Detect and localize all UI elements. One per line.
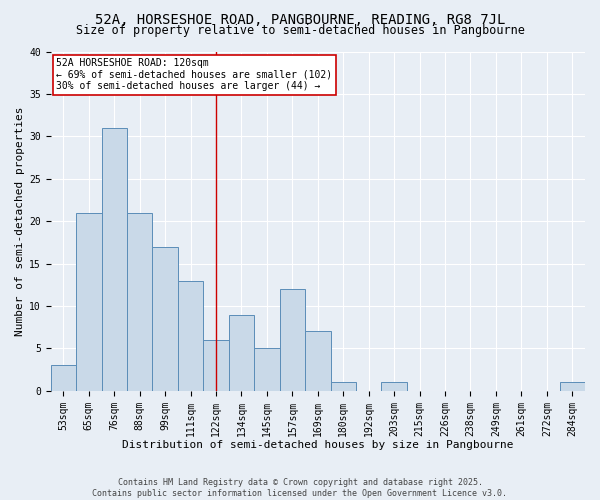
Bar <box>331 382 356 391</box>
Bar <box>152 246 178 391</box>
X-axis label: Distribution of semi-detached houses by size in Pangbourne: Distribution of semi-detached houses by … <box>122 440 514 450</box>
Text: 52A HORSESHOE ROAD: 120sqm
← 69% of semi-detached houses are smaller (102)
30% o: 52A HORSESHOE ROAD: 120sqm ← 69% of semi… <box>56 58 332 92</box>
Y-axis label: Number of semi-detached properties: Number of semi-detached properties <box>15 106 25 336</box>
Bar <box>101 128 127 391</box>
Bar <box>178 280 203 391</box>
Bar <box>280 289 305 391</box>
Bar <box>203 340 229 391</box>
Text: Contains HM Land Registry data © Crown copyright and database right 2025.
Contai: Contains HM Land Registry data © Crown c… <box>92 478 508 498</box>
Bar <box>229 314 254 391</box>
Bar <box>254 348 280 391</box>
Bar <box>305 332 331 391</box>
Bar <box>127 212 152 391</box>
Bar <box>560 382 585 391</box>
Bar <box>382 382 407 391</box>
Bar <box>50 366 76 391</box>
Text: 52A, HORSESHOE ROAD, PANGBOURNE, READING, RG8 7JL: 52A, HORSESHOE ROAD, PANGBOURNE, READING… <box>95 12 505 26</box>
Bar <box>76 212 101 391</box>
Text: Size of property relative to semi-detached houses in Pangbourne: Size of property relative to semi-detach… <box>76 24 524 37</box>
